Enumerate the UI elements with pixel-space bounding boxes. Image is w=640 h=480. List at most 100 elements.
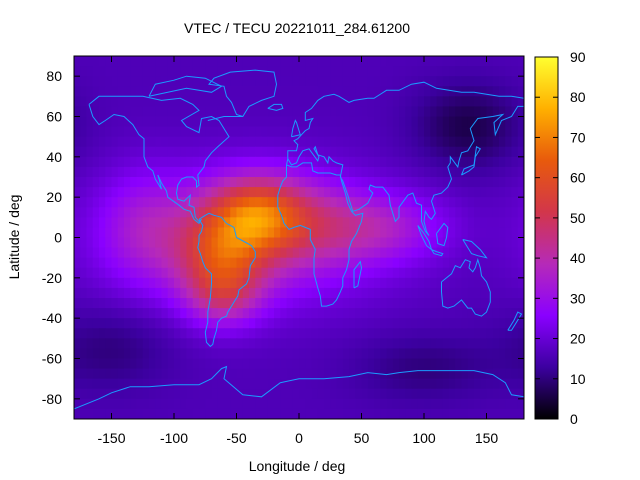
heatmap-cell	[286, 227, 294, 239]
heatmap-cell	[392, 207, 400, 218]
heatmap-cell	[355, 136, 363, 148]
heatmap-cell	[405, 217, 413, 229]
heatmap-cell	[99, 388, 106, 400]
heatmap-cell	[342, 338, 350, 350]
heatmap-cell	[311, 328, 319, 339]
heatmap-cell	[167, 338, 175, 350]
heatmap-cell	[111, 328, 119, 339]
heatmap-cell	[442, 217, 450, 229]
heatmap-cell	[180, 318, 188, 329]
heatmap-cell	[267, 156, 275, 168]
heatmap-cell	[111, 116, 119, 128]
heatmap-cell	[155, 328, 163, 339]
heatmap-cell	[142, 247, 150, 259]
heatmap-cell	[305, 298, 313, 309]
heatmap-cell	[92, 76, 100, 87]
heatmap-cell	[311, 318, 319, 329]
heatmap-cell	[505, 106, 513, 118]
heatmap-cell	[336, 358, 344, 370]
heatmap-cell	[449, 358, 456, 370]
heatmap-cell	[167, 318, 175, 329]
heatmap-cell	[505, 348, 513, 360]
heatmap-cell	[467, 227, 475, 239]
heatmap-cell	[305, 237, 313, 249]
heatmap-cell	[417, 308, 425, 319]
heatmap-cell	[442, 328, 450, 339]
heatmap-cell	[267, 207, 275, 218]
heatmap-cell	[317, 66, 325, 77]
heatmap-cell	[130, 156, 138, 168]
heatmap-cell	[255, 136, 263, 148]
heatmap-cell	[411, 136, 419, 148]
heatmap-cell	[474, 378, 481, 390]
heatmap-cell	[242, 177, 250, 188]
heatmap-cell	[105, 66, 113, 77]
heatmap-cell	[317, 358, 325, 370]
heatmap-cell	[180, 156, 188, 168]
heatmap-cell	[274, 257, 281, 269]
heatmap-cell	[474, 368, 481, 380]
heatmap-cell	[80, 398, 88, 410]
heatmap-cell	[461, 76, 469, 87]
heatmap-cell	[330, 136, 338, 148]
heatmap-cell	[111, 96, 119, 108]
heatmap-cell	[330, 408, 338, 419]
heatmap-cell	[461, 318, 469, 329]
heatmap-cell	[211, 197, 219, 208]
heatmap-cell	[380, 177, 388, 188]
heatmap-cell	[217, 287, 225, 299]
heatmap-cell	[499, 187, 506, 198]
heatmap-cell	[186, 217, 194, 229]
heatmap-cell	[149, 378, 156, 390]
heatmap-cell	[186, 338, 194, 350]
heatmap-cell	[205, 177, 213, 188]
heatmap-cell	[486, 308, 494, 319]
heatmap-cell	[249, 76, 256, 87]
heatmap-cell	[505, 398, 513, 410]
heatmap-cell	[280, 136, 288, 148]
heatmap-cell	[255, 86, 263, 97]
heatmap-cell	[161, 86, 169, 97]
heatmap-cell	[174, 136, 181, 148]
heatmap-cell	[224, 388, 231, 400]
heatmap-cell	[280, 298, 288, 309]
heatmap-cell	[474, 86, 481, 97]
heatmap-cell	[505, 126, 513, 138]
heatmap-cell	[117, 348, 125, 360]
heatmap-cell	[330, 177, 338, 188]
heatmap-cell	[449, 207, 456, 218]
heatmap-cell	[236, 116, 244, 128]
heatmap-cell	[436, 166, 444, 178]
heatmap-cell	[180, 66, 188, 77]
heatmap-cell	[86, 126, 94, 138]
heatmap-cell	[461, 227, 469, 239]
heatmap-cell	[142, 96, 150, 108]
heatmap-cell	[511, 86, 519, 97]
heatmap-cell	[492, 408, 500, 419]
heatmap-cell	[217, 338, 225, 350]
heatmap-cell	[149, 146, 156, 158]
heatmap-cell	[230, 166, 238, 178]
heatmap-cell	[374, 267, 381, 279]
heatmap-cell	[461, 388, 469, 400]
heatmap-cell	[161, 197, 169, 208]
heatmap-cell	[342, 106, 350, 118]
heatmap-cell	[192, 358, 200, 370]
heatmap-cell	[299, 308, 306, 319]
heatmap-cell	[167, 146, 175, 158]
heatmap-cell	[224, 318, 231, 329]
heatmap-cell	[224, 76, 231, 87]
heatmap-cell	[180, 217, 188, 229]
heatmap-cell	[86, 106, 94, 118]
heatmap-cell	[480, 116, 488, 128]
heatmap-cell	[367, 267, 375, 279]
heatmap-cell	[292, 187, 300, 198]
heatmap-cell	[505, 227, 513, 239]
heatmap-cell	[486, 217, 494, 229]
heatmap-cell	[186, 156, 194, 168]
heatmap-cell	[399, 106, 406, 118]
heatmap-cell	[324, 328, 331, 339]
heatmap-cell	[217, 348, 225, 360]
heatmap-cell	[430, 257, 438, 269]
heatmap-cell	[511, 308, 519, 319]
